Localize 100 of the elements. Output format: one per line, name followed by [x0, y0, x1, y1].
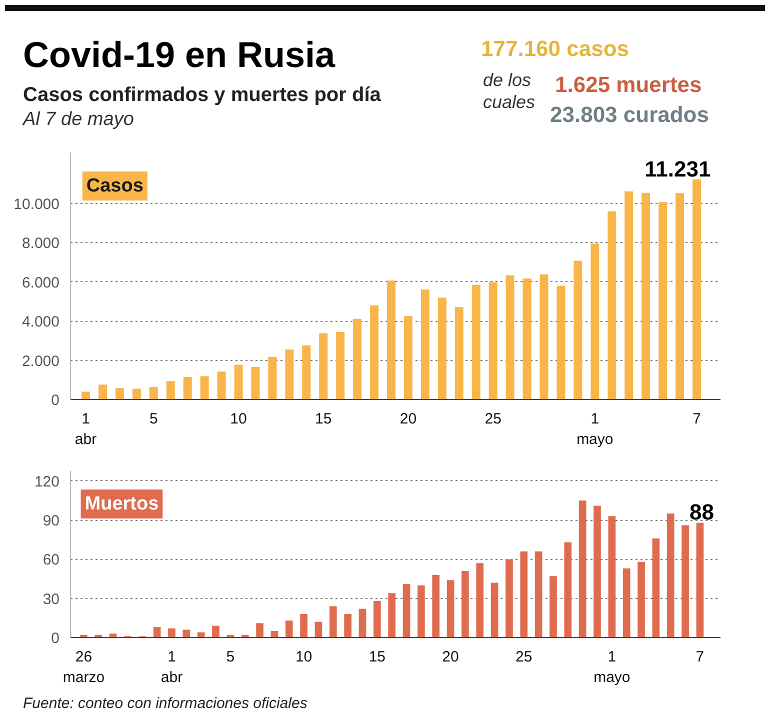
bar: [658, 202, 668, 400]
bar: [676, 193, 684, 400]
bar: [590, 243, 600, 400]
data-label: 88: [689, 500, 714, 525]
bar: [373, 600, 381, 638]
y-tick-label: 90: [42, 512, 60, 530]
bar: [520, 551, 528, 638]
bar: [682, 525, 689, 638]
bar: [98, 384, 107, 400]
bar: [490, 582, 498, 638]
bar: [476, 563, 484, 638]
text: Al 7 de mayo: [23, 108, 134, 132]
bar: [358, 608, 366, 638]
text: Casos: [86, 176, 144, 196]
bar: [446, 580, 454, 638]
bar: [642, 192, 650, 400]
x-tick-label: 1 mayo: [576, 410, 614, 448]
x-tick-label: 15: [315, 410, 332, 428]
bar: [472, 284, 480, 400]
bar: [638, 562, 645, 638]
bar: [488, 282, 498, 400]
bar: [336, 332, 345, 400]
y-tick-label: 30: [42, 590, 60, 608]
text: 23.803 curados: [550, 101, 709, 129]
bar: [149, 386, 158, 400]
y-tick-label: 6.000: [22, 274, 60, 292]
text: 177.160 casos: [481, 35, 630, 63]
bar: [268, 356, 277, 400]
x-tick-label: 7: [692, 410, 701, 428]
y-tick-label: 8.000: [22, 235, 60, 252]
x-tick-label: 5: [149, 410, 158, 428]
x-tick-label: 26 marzo: [62, 648, 105, 686]
x-tick-label: 1 abr: [160, 648, 183, 686]
bar: [217, 371, 226, 400]
bar: [387, 280, 396, 400]
bar: [153, 627, 161, 638]
x-tick-label: 25: [484, 410, 502, 428]
bar: [370, 305, 379, 400]
bar: [432, 574, 440, 638]
bar: [608, 211, 616, 400]
y-tick-label: 4.000: [22, 314, 60, 331]
bar: [404, 316, 412, 400]
chart-title: Covid-19 en Rusia: [23, 33, 336, 77]
bar: [300, 614, 308, 638]
bar: [622, 568, 630, 638]
bar: [402, 584, 410, 638]
text: Muertos: [84, 494, 159, 514]
bar: [506, 559, 513, 638]
bar: [418, 585, 425, 638]
bar: [82, 392, 90, 400]
source-note: Fuente: conteo con informaciones oficiales: [23, 694, 308, 714]
bar: [344, 614, 352, 638]
bar: [506, 275, 514, 400]
y-tick-label: 10.000: [14, 196, 60, 213]
x-tick-label: 10: [295, 648, 312, 666]
bar: [556, 286, 566, 400]
bar: [574, 260, 582, 400]
x-tick-label: 20: [442, 648, 459, 666]
bar: [462, 570, 469, 638]
x-tick-label: 5: [226, 648, 235, 666]
text: de los cuales: [483, 69, 536, 113]
x-tick-label: 15: [368, 648, 386, 666]
bar: [454, 307, 464, 400]
bar: [234, 364, 243, 400]
bar: [388, 593, 396, 638]
bar: [251, 366, 260, 400]
bar: [314, 622, 322, 638]
bar: [438, 298, 446, 400]
bar: [696, 522, 704, 638]
bar: [594, 506, 601, 638]
chart-subtitle: Casos confirmados y muertes por día: [23, 83, 381, 108]
bar: [285, 620, 293, 638]
bar: [666, 514, 674, 638]
y-tick-label: 60: [42, 552, 60, 569]
y-tick-label: 120: [34, 473, 60, 490]
bar: [624, 191, 634, 400]
text: 1.625 muertes: [555, 71, 702, 99]
bar: [578, 500, 586, 638]
y-tick-label: 0: [51, 392, 60, 409]
bar: [166, 381, 175, 400]
bar: [256, 623, 264, 638]
y-tick-label: 0: [51, 630, 60, 647]
bar: [420, 290, 430, 400]
y-tick-label: 2.000: [22, 352, 60, 370]
bar: [132, 388, 141, 400]
bar: [540, 274, 548, 400]
bar: [522, 278, 532, 400]
x-tick-label: 25: [516, 648, 532, 666]
bar: [550, 576, 557, 638]
bar: [302, 345, 311, 400]
bar: [353, 318, 362, 400]
bar: [692, 179, 701, 400]
x-tick-label: 1 abr: [74, 410, 97, 448]
x-tick-label: 1 mayo: [594, 648, 630, 686]
bar: [115, 388, 124, 400]
bar: [183, 376, 192, 400]
bar: [652, 538, 660, 638]
x-tick-label: 7: [696, 648, 704, 666]
bar: [285, 350, 294, 400]
bar: [534, 551, 542, 638]
